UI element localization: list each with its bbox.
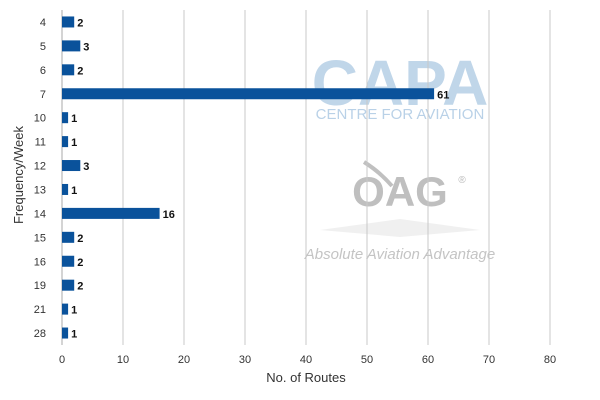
y-tick-label: 12 xyxy=(34,161,46,173)
x-axis-title: No. of Routes xyxy=(266,370,346,385)
bar-4 xyxy=(62,16,75,28)
watermarks: CAPA CENTRE FOR AVIATION OAG ® Absolute … xyxy=(304,47,495,263)
bar-13 xyxy=(62,183,69,195)
bar-value-label: 1 xyxy=(71,113,77,125)
oag-tagline-watermark: Absolute Aviation Advantage xyxy=(304,246,495,263)
oag-underline-decoration xyxy=(320,219,480,237)
bar-value-label: 1 xyxy=(71,305,77,317)
y-tick-label: 5 xyxy=(40,41,46,53)
x-tick-label: 10 xyxy=(117,354,129,366)
bar-value-label: 2 xyxy=(77,281,83,293)
capa-subtitle-watermark: CENTRE FOR AVIATION xyxy=(316,106,485,123)
y-tick-label: 28 xyxy=(34,328,46,340)
x-axis-ticks: 0 10 20 30 40 50 60 70 80 xyxy=(59,354,556,366)
y-tick-label: 16 xyxy=(34,256,46,268)
oag-logo-watermark: OAG xyxy=(352,168,448,215)
bar-value-label: 2 xyxy=(77,257,83,269)
bar-21 xyxy=(62,303,69,315)
bar-10 xyxy=(62,112,69,124)
x-tick-label: 30 xyxy=(239,354,251,366)
bar-value-label: 61 xyxy=(437,89,449,101)
capa-logo-watermark: CAPA xyxy=(312,47,489,119)
y-axis-title: Frequency/Week xyxy=(11,125,26,224)
bar-6 xyxy=(62,64,75,76)
bar-value-label: 3 xyxy=(83,41,89,53)
x-tick-label: 20 xyxy=(178,354,190,366)
x-tick-label: 60 xyxy=(422,354,434,366)
y-tick-label: 11 xyxy=(35,137,46,149)
bar-15 xyxy=(62,231,75,243)
bar-28 xyxy=(62,327,69,339)
bar-7 xyxy=(62,88,435,100)
bar-value-label: 16 xyxy=(163,209,175,221)
bar-16 xyxy=(62,255,75,267)
y-tick-label: 21 xyxy=(34,304,46,316)
y-tick-label: 4 xyxy=(40,17,46,29)
bar-11 xyxy=(62,136,69,148)
bar-19 xyxy=(62,279,75,291)
y-tick-label: 13 xyxy=(34,184,46,196)
y-tick-label: 10 xyxy=(34,113,46,125)
bars xyxy=(62,16,435,339)
bar-value-label: 1 xyxy=(71,329,77,341)
x-tick-label: 0 xyxy=(59,354,65,366)
y-tick-label: 14 xyxy=(34,208,46,220)
oag-registered-mark: ® xyxy=(458,175,466,186)
bar-5 xyxy=(62,40,81,52)
y-tick-label: 15 xyxy=(34,232,46,244)
x-tick-label: 40 xyxy=(300,354,312,366)
bar-value-label: 2 xyxy=(77,233,83,245)
bar-14 xyxy=(62,207,160,219)
bar-12 xyxy=(62,160,81,172)
bar-value-label: 1 xyxy=(71,185,77,197)
y-tick-label: 19 xyxy=(34,280,46,292)
bar-value-label: 2 xyxy=(77,65,83,77)
y-tick-label: 7 xyxy=(40,89,46,101)
bar-value-label: 3 xyxy=(83,161,89,173)
y-axis-ticks: 4 5 6 7 10 11 12 13 14 15 16 19 21 28 xyxy=(34,17,46,340)
bar-value-label: 1 xyxy=(71,137,77,149)
y-tick-label: 6 xyxy=(40,65,46,77)
x-tick-label: 70 xyxy=(483,354,495,366)
gridlines xyxy=(61,10,551,345)
bar-value-label: 2 xyxy=(77,17,83,29)
x-tick-label: 50 xyxy=(361,354,373,366)
x-tick-label: 80 xyxy=(544,354,556,366)
